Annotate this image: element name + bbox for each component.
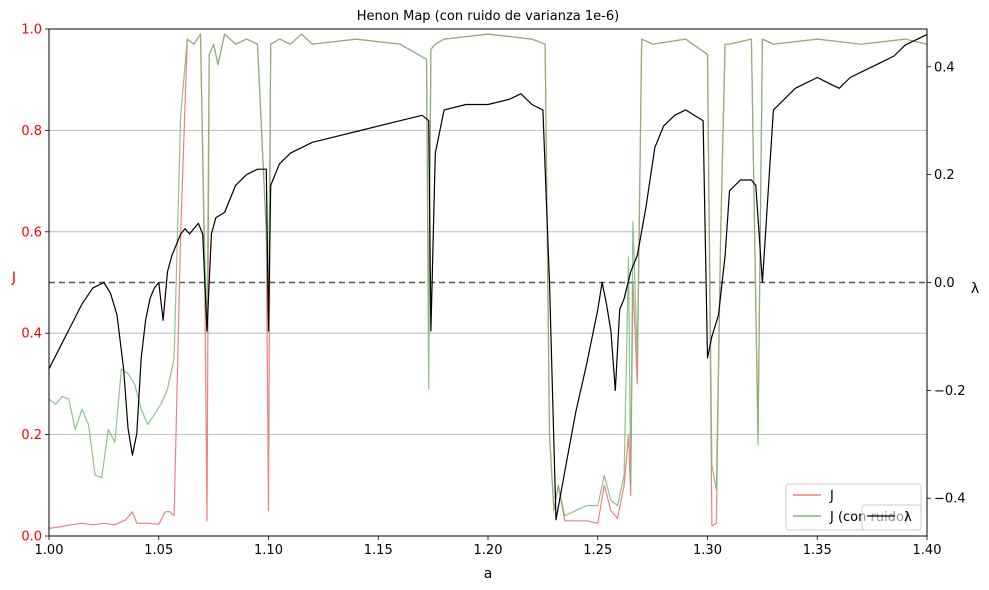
x-tick-label: 1.35 xyxy=(803,543,832,558)
x-tick-label: 1.05 xyxy=(144,543,173,558)
y-tick-label-right: 0.2 xyxy=(934,168,955,183)
series-layer xyxy=(48,33,928,529)
y-tick-label-right: 0.0 xyxy=(934,276,955,291)
legend-right: λ xyxy=(861,504,922,531)
x-tick-label: 1.25 xyxy=(583,543,612,558)
x-tick-label: 1.15 xyxy=(364,543,393,558)
y-tick-label-left: 0.2 xyxy=(21,428,42,443)
chart-title: Henon Map (con ruido de varianza 1e-6) xyxy=(357,9,619,24)
y-ticks-left: 0.0 0.2 0.4 0.6 0.8 1.0 xyxy=(21,23,49,545)
y-tick-label-left: 0.6 xyxy=(21,225,42,240)
legend-label-j: J xyxy=(829,489,834,504)
x-tick-label: 1.20 xyxy=(474,543,503,558)
series-j-noise-line xyxy=(48,33,928,517)
x-tick-label: 1.40 xyxy=(913,543,942,558)
x-tick-label: 1.00 xyxy=(35,543,64,558)
y-tick-label-left: 0.4 xyxy=(21,327,42,342)
x-tick-label: 1.30 xyxy=(693,543,722,558)
y-tick-label-left: 1.0 xyxy=(21,23,42,38)
legend-label-lambda: λ xyxy=(904,510,912,525)
x-ticks: 1.00 1.05 1.10 1.15 1.20 1.25 1.30 1.35 1.40 xyxy=(35,536,942,558)
y-tick-label-right: −0.4 xyxy=(934,492,966,507)
x-tick-label: 1.10 xyxy=(254,543,283,558)
legend-right-box xyxy=(861,504,922,531)
grid-layer xyxy=(49,129,927,436)
series-lambda-line xyxy=(48,33,928,521)
y-axis-label-right: λ xyxy=(971,281,979,297)
y-ticks-right: −0.4 −0.2 0.0 0.2 0.4 xyxy=(927,60,966,507)
y-tick-label-right: −0.2 xyxy=(934,384,966,399)
series-j-line xyxy=(48,33,928,529)
y-axis-label-left: J xyxy=(11,270,16,286)
y-tick-label-right: 0.4 xyxy=(934,60,955,75)
x-axis-label: a xyxy=(484,566,493,582)
y-tick-label-left: 0.0 xyxy=(21,530,42,545)
y-tick-label-left: 0.8 xyxy=(21,124,42,139)
